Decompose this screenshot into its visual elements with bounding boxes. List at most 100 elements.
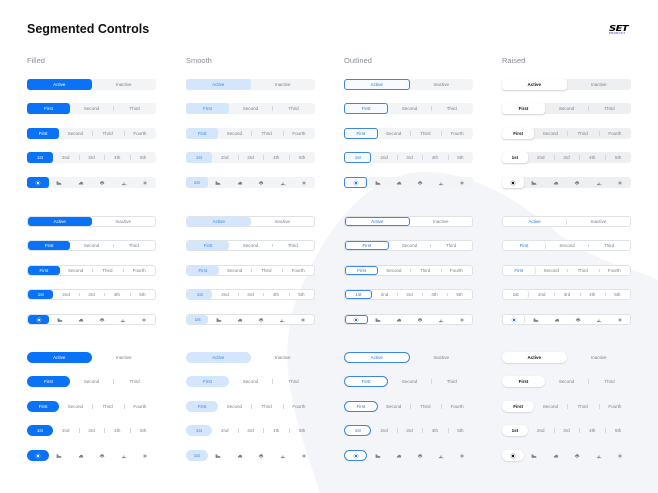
segment-cloud-sun[interactable] (367, 177, 388, 188)
segment-first[interactable]: First (345, 241, 389, 250)
segment-wind[interactable] (588, 177, 610, 188)
segment-snowflake[interactable] (452, 177, 473, 188)
segment-active[interactable]: Active (344, 79, 410, 90)
segment-second[interactable]: Second (545, 376, 588, 387)
segment-cloud-sun[interactable] (49, 177, 71, 188)
segment-first[interactable]: First (503, 266, 536, 275)
segment-snowflake[interactable] (135, 450, 157, 461)
segment-first[interactable]: First (187, 241, 230, 250)
segment-5th[interactable]: 5th (604, 290, 630, 299)
segment-second[interactable]: Second (378, 266, 409, 275)
segment-4th[interactable]: 4th (263, 152, 289, 163)
segment-cloud[interactable] (388, 450, 409, 461)
segment-second[interactable]: Second (59, 401, 91, 412)
segment-cloud[interactable] (229, 450, 251, 461)
segment-wind[interactable] (113, 315, 134, 324)
segment-first[interactable]: First (502, 376, 545, 387)
segment-third[interactable]: Third (250, 128, 283, 139)
segment-first[interactable]: First (186, 128, 219, 139)
segment-second[interactable]: Second (59, 128, 91, 139)
segment-snowflake[interactable] (609, 315, 630, 324)
segment-inactive[interactable]: Inactive (567, 217, 630, 226)
segment-first[interactable]: First (186, 376, 229, 387)
segment-2nd[interactable]: 2nd (53, 290, 78, 299)
segment-third[interactable]: Third (113, 103, 156, 114)
segment-inactive[interactable]: Inactive (410, 352, 474, 363)
segment-snowflake[interactable] (135, 177, 157, 188)
segment-second[interactable]: Second (546, 241, 588, 250)
segment-snowflake[interactable] (610, 450, 632, 461)
segment-inactive[interactable]: Inactive (92, 217, 156, 226)
segment-first[interactable]: First (344, 376, 389, 387)
segment-second[interactable]: Second (229, 241, 271, 250)
segment-wind[interactable] (431, 177, 452, 188)
segment-cloud-rain[interactable] (567, 177, 589, 188)
segment-2nd[interactable]: 2nd (529, 290, 554, 299)
segment-sun[interactable] (503, 315, 525, 324)
segment-3rd[interactable]: 3rd (553, 425, 580, 436)
segment-3rd[interactable]: 3rd (396, 425, 422, 436)
segment-3rd[interactable]: 3rd (553, 152, 580, 163)
segment-third[interactable]: Third (430, 376, 473, 387)
segment-fourth[interactable]: Fourth (598, 128, 631, 139)
segment-cloud-rain[interactable] (251, 450, 273, 461)
segment-second[interactable]: Second (534, 401, 566, 412)
segment-cloud-rain[interactable] (92, 177, 114, 188)
segment-cloud-rain[interactable] (251, 315, 272, 324)
segment-fourth[interactable]: Fourth (282, 128, 315, 139)
segment-third[interactable]: Third (272, 376, 315, 387)
segment-4th[interactable]: 4th (422, 425, 447, 436)
segment-4th[interactable]: 4th (104, 425, 130, 436)
segment-third[interactable]: Third (250, 266, 283, 275)
segment-1st[interactable]: 1st (345, 290, 372, 299)
segment-3rd[interactable]: 3rd (78, 152, 105, 163)
segment-first[interactable]: First (503, 241, 546, 250)
segment-cloud[interactable] (70, 177, 92, 188)
segment-2nd[interactable]: 2nd (212, 425, 238, 436)
segment-second[interactable]: Second (536, 266, 568, 275)
segment-1st[interactable]: 1st (27, 425, 53, 436)
segment-1st[interactable]: 1st (28, 290, 54, 299)
segment-5th[interactable]: 5th (447, 152, 473, 163)
segment-third[interactable]: Third (250, 401, 283, 412)
segment-third[interactable]: Third (91, 401, 124, 412)
segment-cloud-sun[interactable] (208, 315, 229, 324)
segment-cloud[interactable] (545, 450, 567, 461)
segment-cloud-sun[interactable] (524, 450, 546, 461)
segment-fourth[interactable]: Fourth (123, 401, 156, 412)
segment-2nd[interactable]: 2nd (371, 425, 396, 436)
segment-2nd[interactable]: 2nd (53, 152, 79, 163)
segment-cloud[interactable] (70, 450, 92, 461)
segment-first[interactable]: First (27, 401, 60, 412)
segment-second[interactable]: Second (389, 241, 431, 250)
segment-snowflake[interactable] (293, 315, 314, 324)
segment-second[interactable]: Second (219, 266, 251, 275)
segment-cloud-sun[interactable] (49, 315, 70, 324)
segment-3rd[interactable]: 3rd (237, 290, 263, 299)
segment-first[interactable]: First (28, 241, 71, 250)
segment-inactive[interactable]: Inactive (92, 79, 157, 90)
segment-1st[interactable]: 1st (187, 290, 213, 299)
segment-second[interactable]: Second (70, 241, 112, 250)
segment-sun[interactable] (344, 177, 368, 188)
segment-cloud-rain[interactable] (409, 315, 430, 324)
segment-wind[interactable] (431, 450, 452, 461)
segment-third[interactable]: Third (91, 266, 124, 275)
segment-first[interactable]: First (344, 128, 378, 139)
segment-cloud-sun[interactable] (208, 450, 230, 461)
segment-5th[interactable]: 5th (288, 290, 314, 299)
segment-first[interactable]: First (27, 128, 60, 139)
segment-5th[interactable]: 5th (605, 152, 631, 163)
segment-fourth[interactable]: Fourth (440, 266, 472, 275)
segment-4th[interactable]: 4th (104, 152, 130, 163)
segment-active[interactable]: Active (187, 217, 251, 226)
segment-second[interactable]: Second (60, 266, 92, 275)
segment-wind[interactable] (588, 315, 609, 324)
segment-2nd[interactable]: 2nd (372, 290, 397, 299)
segment-inactive[interactable]: Inactive (251, 217, 315, 226)
segment-wind[interactable] (272, 450, 294, 461)
segment-first[interactable]: First (27, 376, 70, 387)
segment-third[interactable]: Third (113, 376, 156, 387)
segment-4th[interactable]: 4th (579, 152, 605, 163)
segment-3rd[interactable]: 3rd (78, 425, 105, 436)
